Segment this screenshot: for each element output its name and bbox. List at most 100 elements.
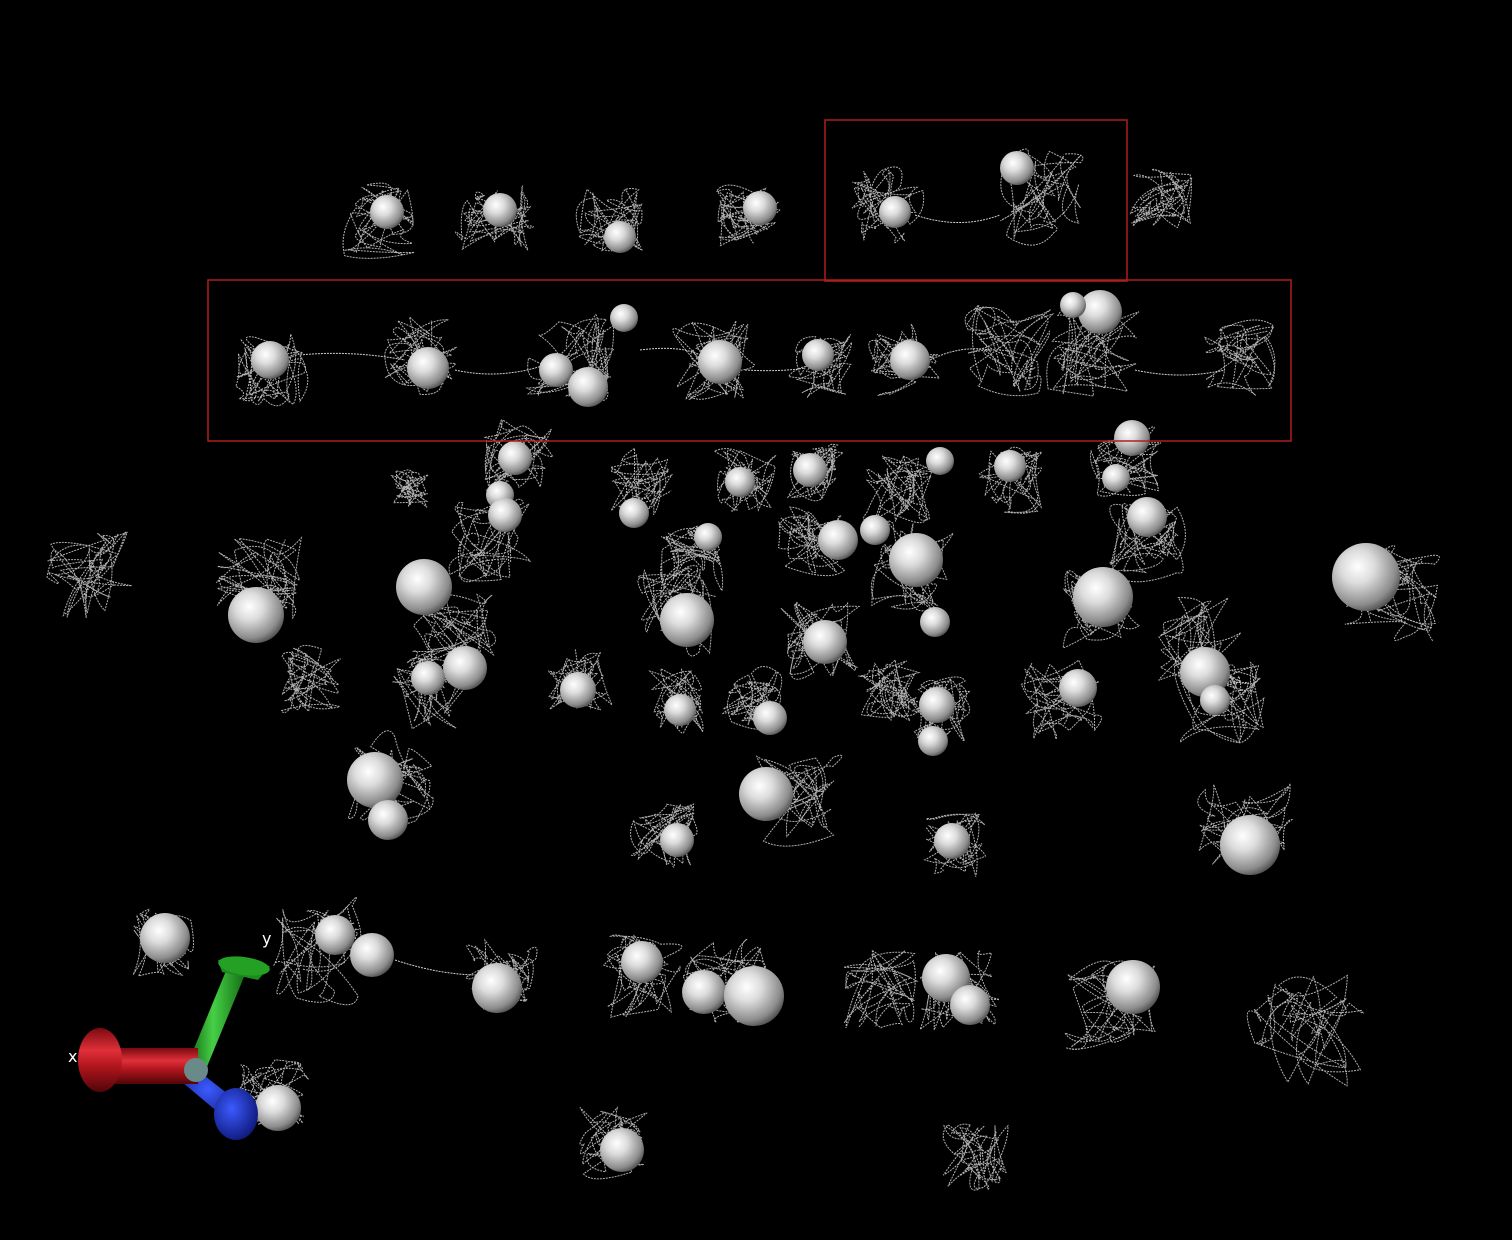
polymer-chain [630,803,698,868]
polymer-chain [215,536,303,620]
linker-strand [454,364,546,375]
bead-sphere [600,1128,644,1172]
bead-sphere [1114,420,1150,456]
bead-sphere [560,672,596,708]
bead-sphere [694,523,722,551]
bead-sphere [879,196,911,228]
bead-sphere [724,966,784,1026]
polymer-chain [390,469,429,508]
polymer-chain [863,454,934,524]
bead-sphere [1102,464,1130,492]
bead-sphere [1200,685,1230,715]
bead-sphere [396,559,452,615]
polymer-chain [1342,545,1440,642]
linker-strand [639,347,701,356]
bead-sphere [950,985,990,1025]
polymer-chain [1174,656,1265,744]
bead-sphere [926,447,954,475]
bead-sphere [604,221,636,253]
polymer-chain [964,304,1055,397]
polymer-chain [942,1123,1009,1191]
polymer-chain [786,443,845,502]
polymer-chain [609,447,674,515]
bead-sphere [660,593,714,647]
polymer-chain [234,1059,309,1126]
bead-sphere [919,687,955,723]
bead-sphere [1078,290,1122,334]
bead-sphere [347,752,403,808]
axes-triad[interactable]: x y [68,929,271,1140]
polymer-chain [843,949,919,1029]
linker-strand [299,352,406,361]
polymer-chain [715,184,781,247]
bead-sphere [793,453,827,487]
bead-sphere [610,304,638,332]
polymer-chain [1000,148,1084,246]
bead-sphere [1060,292,1086,318]
linker-strand [744,367,806,372]
y-axis-label: y [262,929,271,948]
bead-sphere [621,941,663,983]
bead-sphere [488,498,522,532]
bead-sphere [743,191,777,225]
polymer-chain [907,676,971,743]
bead-sphere [860,515,890,545]
bead-sphere [228,587,284,643]
polymer-chain [721,666,783,730]
bead-sphere [682,970,726,1014]
bead-sphere [725,467,755,497]
bead-sphere [1127,497,1167,537]
bead-sphere [443,646,487,690]
polymer-chain [851,166,925,244]
bead-sphere [407,347,449,389]
bead-sphere [889,533,943,587]
bead-sphere [890,340,930,380]
linker-strand [929,348,991,361]
y-axis-shaft [186,966,246,1074]
polymer-chain [602,934,683,1018]
polymer-chain [280,644,342,714]
bead-sphere [483,193,517,227]
triad-origin [184,1058,208,1082]
bead-sphere [802,339,834,371]
y-axis-cap [218,956,270,976]
bead-sphere [1059,669,1097,707]
polymer-chain [408,593,497,673]
bead-sphere [251,341,289,379]
polymer-chain [347,730,434,827]
bead-sphere [370,195,404,229]
linker-strand [394,959,481,976]
bead-sphere [498,441,532,475]
z-axis-cone [214,1088,258,1140]
polymer-chain [384,315,457,395]
bead-sphere [1332,543,1400,611]
polymer-chain [1109,502,1186,583]
bead-sphere [140,913,190,963]
bead-sphere [803,620,847,664]
selection-boxes [207,119,1292,442]
x-axis-cone [78,1028,122,1092]
polymer-chain [1046,305,1140,397]
linker-strand [1134,369,1226,376]
polymer-chain [1246,974,1364,1087]
bead-sphere [315,915,355,955]
bead-sphere [920,607,950,637]
bead-sphere [664,694,696,726]
polymer-chain [660,525,724,593]
selection-box-row[interactable] [207,279,1292,442]
bead-sphere [619,498,649,528]
polymer-chain [46,531,132,619]
bead-sphere [539,353,573,387]
bead-sphere [1180,647,1230,697]
bead-spheres [140,151,1400,1172]
selection-box-top[interactable] [824,119,1128,282]
bead-sphere [934,823,970,859]
linker-strand [914,214,1001,223]
bead-sphere [739,767,793,821]
bead-sphere [1000,151,1034,185]
bead-sphere [994,450,1026,482]
bead-sphere [568,367,608,407]
bead-sphere [472,963,522,1013]
